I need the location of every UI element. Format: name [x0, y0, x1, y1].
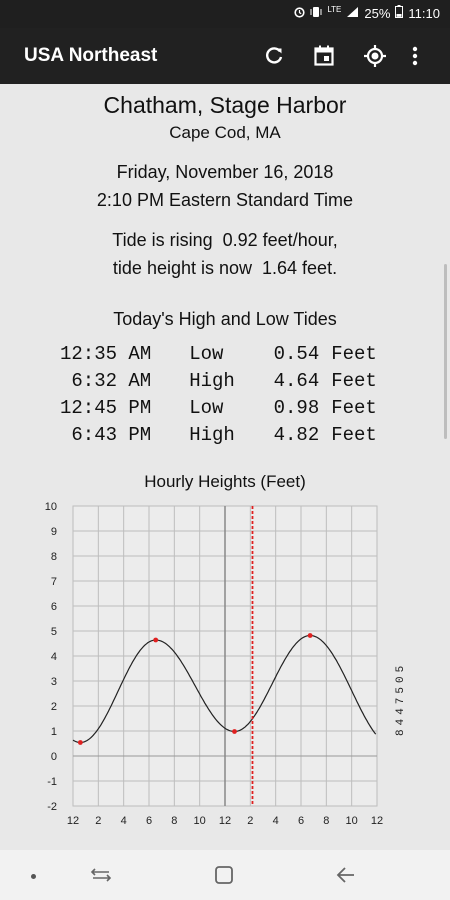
lte-label: LTE — [327, 4, 342, 14]
x-tick-label: 12 — [371, 815, 383, 827]
tide-type: High — [189, 369, 235, 392]
tide-row: 6:43 PM High 4.82 Feet — [60, 421, 401, 448]
recents-icon — [90, 868, 112, 882]
tide-curve — [72, 634, 377, 744]
x-tick-label: 2 — [95, 815, 101, 827]
location-button[interactable] — [361, 42, 389, 70]
calendar-button[interactable] — [310, 42, 338, 70]
y-tick-label: 10 — [45, 501, 57, 513]
x-tick-label: 2 — [247, 815, 253, 827]
battery-icon — [395, 5, 404, 21]
tides-table: 12:35 AM Low 0.54 Feet 6:32 AM High 4.64 Feet 12… — [60, 340, 401, 448]
station-id-label: 8447505 — [395, 662, 407, 736]
content-area[interactable]: Chatham, Stage Harbor Cape Cod, MA Frida… — [0, 84, 450, 850]
x-tick-label: 8 — [171, 815, 177, 827]
vibrate-icon — [310, 6, 322, 21]
clock: 11:10 — [408, 5, 440, 21]
battery-level: 25% — [364, 5, 391, 21]
tide-unit: Feet — [331, 369, 377, 392]
tide-type: High — [189, 423, 235, 446]
current-time: 2:10 PM Eastern Standard Time — [96, 190, 354, 210]
scrollbar[interactable] — [444, 264, 447, 439]
home-button[interactable] — [214, 865, 234, 890]
y-tick-label: 0 — [51, 751, 57, 763]
y-tick-label: 2 — [51, 701, 57, 713]
tide-unit: Feet — [331, 342, 377, 365]
tide-time: 12:35 AM — [60, 342, 152, 365]
tide-time: 12:45 PM — [60, 396, 152, 419]
chart-title: Hourly Heights (Feet) — [144, 472, 306, 491]
current-date: Friday, November 16, 2018 — [116, 162, 334, 182]
x-tick-label: 10 — [346, 815, 358, 827]
more-vert-icon — [412, 46, 418, 66]
x-tick-label: 6 — [146, 815, 152, 827]
back-icon — [336, 867, 354, 883]
y-tick-label: -2 — [47, 801, 57, 813]
tide-row: 12:35 AM Low 0.54 Feet — [60, 340, 401, 367]
x-tick-label: 4 — [273, 815, 279, 827]
y-tick-label: 1 — [51, 726, 57, 738]
app-title: USA Northeast — [24, 45, 158, 66]
y-tick-label: -1 — [47, 776, 57, 788]
tide-height: 0.54 — [273, 342, 320, 365]
tide-row: 6:32 AM High 4.64 Feet — [60, 367, 401, 394]
x-tick-label: 12 — [219, 815, 231, 827]
tide-row: 12:45 PM Low 0.98 Feet — [60, 394, 401, 421]
station-name: Chatham, Stage Harbor — [103, 92, 347, 118]
y-tick-label: 5 — [51, 626, 57, 638]
x-tick-label: 12 — [67, 815, 79, 827]
tide-type: Low — [189, 396, 224, 419]
y-tick-label: 8 — [51, 551, 57, 563]
extreme-marker — [307, 633, 313, 638]
x-tick-label: 10 — [194, 815, 206, 827]
y-tick-label: 4 — [51, 651, 57, 663]
tides-heading: Today's High and Low Tides — [113, 309, 337, 329]
nav-dot-icon[interactable] — [31, 874, 36, 879]
alarm-icon — [294, 6, 305, 21]
my-location-icon — [364, 45, 386, 67]
extreme-marker — [232, 729, 237, 734]
y-tick-label: 9 — [51, 526, 57, 538]
signal-icon — [346, 6, 359, 21]
extreme-marker — [153, 637, 159, 643]
tide-unit: Feet — [331, 423, 377, 446]
tide-unit: Feet — [331, 396, 377, 419]
tide-height: 4.82 — [273, 423, 320, 446]
tide-time: 6:43 PM — [71, 423, 152, 446]
tide-height: 4.64 — [273, 369, 320, 392]
recents-button[interactable] — [90, 865, 112, 890]
status-bar: LTE 25% 11:10 — [0, 0, 450, 28]
y-tick-label: 6 — [51, 601, 57, 613]
tide-time: 6:32 AM — [71, 369, 152, 392]
status-icons: LTE 25% 11:10 — [294, 5, 440, 21]
station-region: Cape Cod, MA — [169, 123, 281, 142]
x-tick-label: 8 — [323, 815, 329, 827]
refresh-icon — [266, 47, 283, 64]
navigation-bar — [0, 850, 450, 900]
tide-rate: Tide is rising 0.92 feet/hour, — [112, 230, 338, 250]
calendar-icon — [314, 45, 334, 66]
x-tick-label: 6 — [298, 815, 304, 827]
tide-type: Low — [189, 342, 224, 365]
refresh-button[interactable] — [260, 42, 288, 70]
back-button[interactable] — [336, 865, 356, 890]
app-bar: USA Northeast — [0, 28, 450, 84]
x-tick-label: 4 — [121, 815, 127, 827]
overflow-menu-button[interactable] — [406, 42, 424, 70]
tide-height-now: tide height is now 1.64 feet. — [112, 258, 338, 278]
y-tick-label: 3 — [51, 676, 57, 688]
home-icon — [215, 866, 233, 884]
extreme-marker — [77, 740, 83, 745]
tide-height: 0.98 — [273, 396, 320, 419]
y-tick-label: 7 — [51, 576, 57, 588]
